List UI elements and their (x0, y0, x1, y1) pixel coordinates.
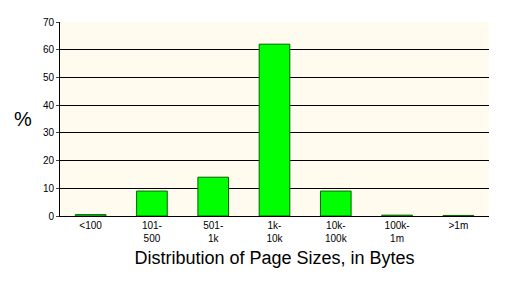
svg-text:50: 50 (43, 72, 55, 83)
svg-text:30: 30 (43, 127, 55, 138)
svg-text:10: 10 (43, 183, 55, 194)
svg-text:20: 20 (43, 155, 55, 166)
svg-text:101-500: 101-500 (142, 220, 162, 244)
svg-text:0: 0 (48, 211, 54, 222)
svg-text:10k-100k: 10k-100k (325, 220, 348, 244)
svg-text:100k-1m: 100k-1m (385, 220, 410, 244)
svg-text:501-1k: 501-1k (203, 220, 223, 244)
svg-text:60: 60 (43, 44, 55, 55)
svg-text:1k-10k: 1k-10k (266, 220, 283, 244)
svg-text:<100: <100 (79, 220, 102, 231)
svg-text:Distribution of Page Sizes, in: Distribution of Page Sizes, in Bytes (134, 248, 414, 268)
svg-text:>1m: >1m (448, 220, 468, 231)
svg-text:70: 70 (43, 17, 55, 28)
svg-text:40: 40 (43, 100, 55, 111)
svg-text:%: % (14, 108, 32, 130)
